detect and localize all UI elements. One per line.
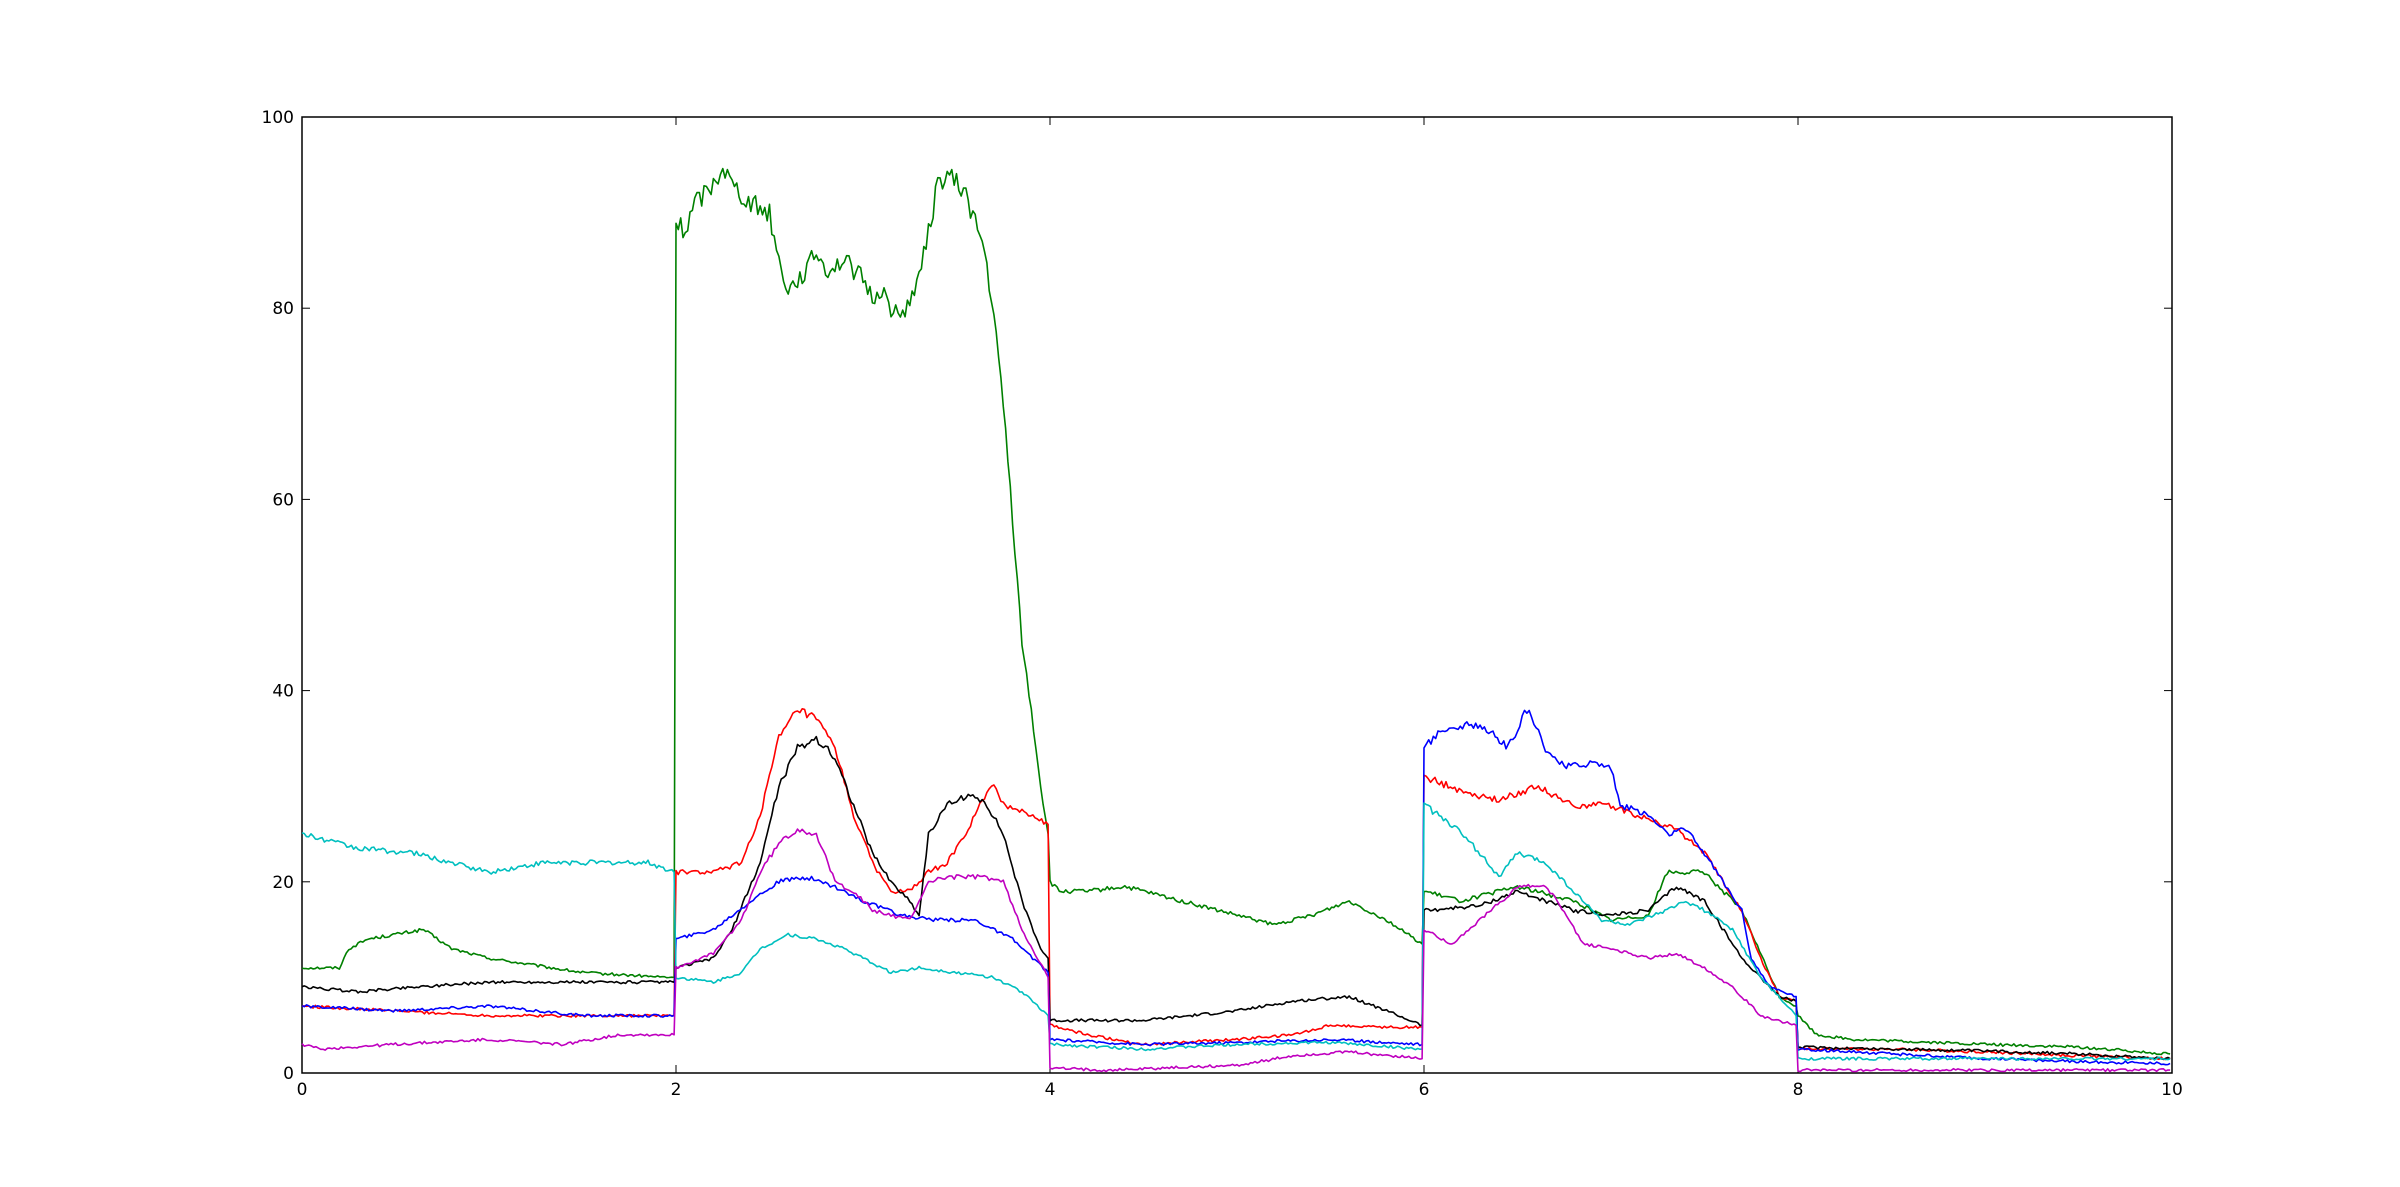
y-tick-label: 100 [262,108,294,128]
y-tick-label: 80 [272,299,294,319]
x-tick-label: 2 [671,1080,682,1100]
series-line [301,735,2171,1061]
series-line [301,709,2171,1066]
x-tick-label: 6 [1419,1080,1430,1100]
series-line [301,828,2171,1073]
y-tick-label: 0 [283,1064,294,1084]
x-tick-label: 8 [1793,1080,1804,1100]
x-tick-label: 4 [1045,1080,1056,1100]
series-line [301,708,2171,1061]
x-tick-label: 10 [2161,1080,2183,1100]
y-tick-label: 20 [272,873,294,893]
series-line [301,167,2171,1056]
y-tick-label: 60 [272,490,294,510]
plot-frame [301,116,2173,1074]
x-tick-label: 0 [297,1080,308,1100]
series-line [301,802,2171,1061]
y-tick-label: 40 [272,682,294,702]
series-layer [301,167,2171,1073]
